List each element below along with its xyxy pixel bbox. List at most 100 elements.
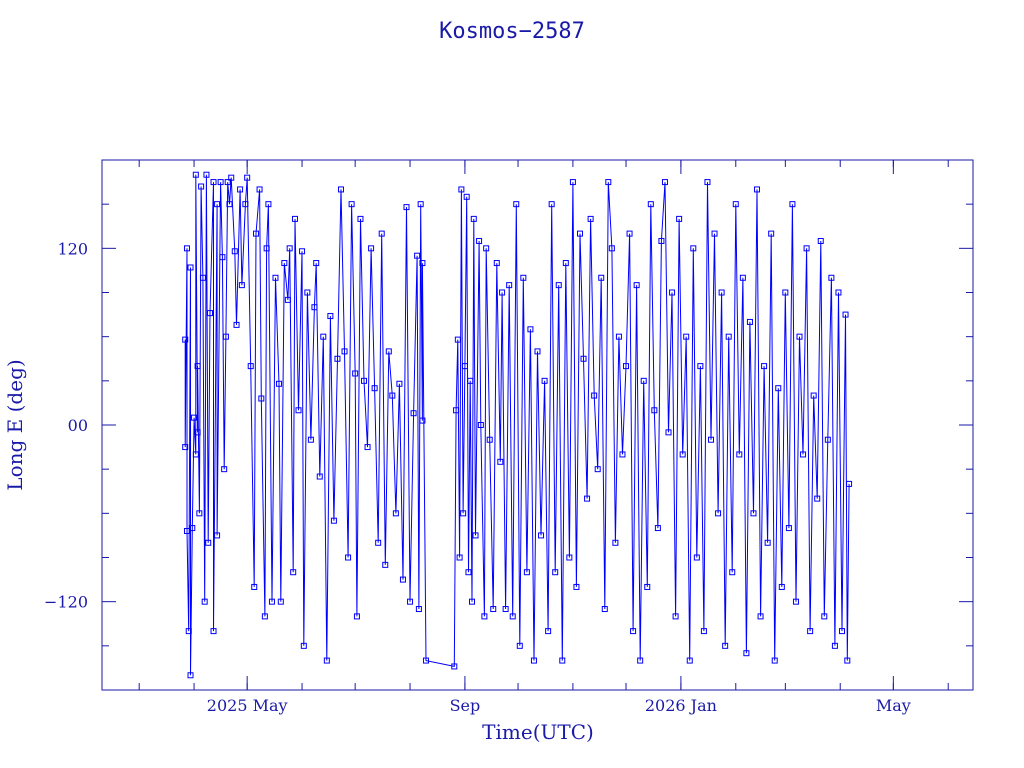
x-axis: 2025 May Sep 2026 Jan May xyxy=(138,160,949,715)
data-point xyxy=(768,230,775,237)
data-point xyxy=(334,355,341,362)
data-point xyxy=(789,201,796,208)
data-point xyxy=(467,377,474,384)
data-point xyxy=(217,179,224,186)
data-point xyxy=(725,333,732,340)
data-point xyxy=(385,348,392,355)
data-point xyxy=(541,377,548,384)
data-point xyxy=(290,569,297,576)
data-point xyxy=(316,473,323,480)
data-point xyxy=(792,598,799,605)
x-tick-label: Sep xyxy=(450,696,481,715)
data-point xyxy=(453,407,460,414)
data-point xyxy=(238,282,245,289)
data-point xyxy=(520,274,527,281)
data-point xyxy=(187,264,194,271)
data-point xyxy=(835,289,842,296)
data-point xyxy=(623,363,630,370)
data-point xyxy=(258,395,265,402)
data-point xyxy=(548,201,555,208)
data-point xyxy=(637,657,644,664)
data-point xyxy=(778,583,785,590)
data-point xyxy=(493,260,500,267)
data-point xyxy=(506,282,513,289)
data-point xyxy=(182,444,189,451)
data-point xyxy=(192,451,199,458)
data-point xyxy=(210,179,217,186)
data-point xyxy=(566,554,573,561)
data-point xyxy=(415,606,422,613)
data-point xyxy=(690,245,697,252)
data-point xyxy=(403,204,410,211)
data-point xyxy=(718,289,725,296)
data-point xyxy=(750,510,757,517)
y-tick-label: 120 xyxy=(57,239,88,258)
data-point xyxy=(304,289,311,296)
data-point xyxy=(817,237,824,244)
data-point xyxy=(300,642,307,649)
data-point xyxy=(640,377,647,384)
data-point xyxy=(337,186,344,193)
data-point xyxy=(410,410,417,417)
data-point xyxy=(761,363,768,370)
data-point xyxy=(382,561,389,568)
data-point xyxy=(286,245,293,252)
data-point xyxy=(299,248,306,255)
data-point xyxy=(530,657,537,664)
data-point xyxy=(189,525,196,532)
data-point xyxy=(651,407,658,414)
data-point xyxy=(470,215,477,222)
data-point xyxy=(244,174,251,181)
data-point xyxy=(658,237,665,244)
series-line xyxy=(184,174,850,676)
data-point xyxy=(711,230,718,237)
data-point xyxy=(307,436,314,443)
data-point xyxy=(414,252,421,259)
data-point xyxy=(828,274,835,281)
data-point xyxy=(481,613,488,620)
data-point xyxy=(626,230,633,237)
data-point xyxy=(192,171,199,178)
data-point xyxy=(700,628,707,635)
data-point xyxy=(183,245,190,252)
data-point xyxy=(630,628,637,635)
data-point xyxy=(203,171,210,178)
data-point xyxy=(456,554,463,561)
data-point xyxy=(191,414,198,421)
data-point xyxy=(237,186,244,193)
data-point xyxy=(419,417,426,424)
data-point xyxy=(472,532,479,539)
data-point xyxy=(210,628,217,635)
data-point xyxy=(460,510,467,517)
data-point xyxy=(476,237,483,244)
data-point xyxy=(669,289,676,296)
data-point xyxy=(552,569,559,576)
data-point xyxy=(224,179,231,186)
data-point xyxy=(559,657,566,664)
data-point xyxy=(707,436,714,443)
data-point xyxy=(562,260,569,267)
data-point xyxy=(729,569,736,576)
data-point xyxy=(534,348,541,355)
data-point xyxy=(364,444,371,451)
data-point xyxy=(644,583,651,590)
data-point xyxy=(502,606,509,613)
data-point xyxy=(261,613,268,620)
data-point xyxy=(683,333,690,340)
data-point xyxy=(538,532,545,539)
data-point xyxy=(201,598,208,605)
data-point xyxy=(221,466,228,473)
data-point xyxy=(256,186,263,193)
data-point xyxy=(226,201,233,208)
data-point xyxy=(196,510,203,517)
data-point xyxy=(422,657,429,664)
data-point xyxy=(598,274,605,281)
data-point xyxy=(276,380,283,387)
data-point xyxy=(277,598,284,605)
data-point xyxy=(661,179,668,186)
data-point xyxy=(399,576,406,583)
data-point xyxy=(686,657,693,664)
data-point xyxy=(584,495,591,502)
y-axis: 120 00 −120 xyxy=(44,159,973,691)
data-point xyxy=(831,642,838,649)
